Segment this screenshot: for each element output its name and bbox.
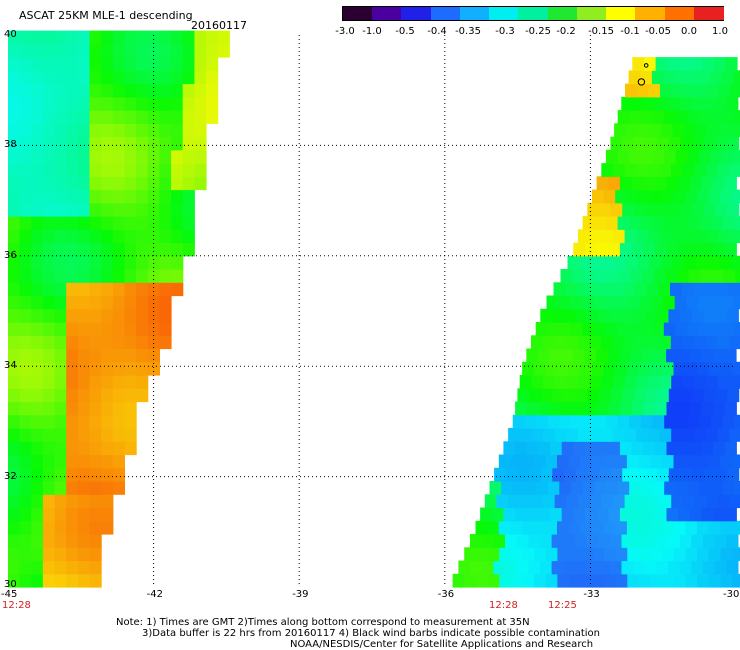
- colorbar-segment: [664, 7, 695, 20]
- colorbar-label: -0.25: [525, 26, 551, 37]
- colorbar-label: -0.1: [620, 26, 640, 37]
- note-line-2: 3)Data buffer is 22 hrs from 20160117 4)…: [142, 628, 600, 639]
- gridlines: [8, 35, 736, 587]
- colorbar-label: -0.35: [455, 26, 481, 37]
- colorbar-segment: [606, 7, 637, 20]
- colorbar-label: -0.4: [427, 26, 447, 37]
- note-line-3: NOAA/NESDIS/Center for Satellite Applica…: [290, 639, 594, 650]
- lon-tick-label: -39: [292, 589, 309, 600]
- chart-title: ASCAT 25KM MLE-1 descending: [19, 9, 193, 22]
- lat-tick-label: 32: [4, 470, 17, 482]
- swath-cells: [8, 30, 740, 588]
- colorbar-label: -0.05: [645, 26, 671, 37]
- time-label-1: 12:28: [2, 600, 31, 611]
- colorbar-segment: [343, 7, 374, 20]
- lat-tick-label: 38: [4, 139, 17, 151]
- note-line-1: Note: 1) Times are GMT 2)Times along bot…: [116, 617, 530, 628]
- colorbar-segment: [635, 7, 666, 20]
- lon-tick-label: -36: [437, 589, 455, 600]
- time-label-2: 12:28: [489, 600, 518, 611]
- colorbar-segment: [576, 7, 608, 20]
- colorbar: [342, 6, 725, 21]
- contamination-mark: [643, 63, 649, 68]
- lat-tick-label: 40: [4, 29, 17, 40]
- colorbar-segment: [459, 7, 491, 20]
- colorbar-label: 0.0: [681, 26, 697, 37]
- contamination-mark: [637, 78, 646, 86]
- colorbar-segment: [372, 7, 403, 20]
- lon-tick-label: -42: [146, 589, 163, 600]
- colorbar-label: 1.0: [712, 26, 728, 37]
- lat-tick-label: 30: [4, 579, 17, 590]
- lon-tick-label: -30: [723, 589, 740, 600]
- colorbar-label: -0.15: [588, 26, 614, 37]
- lon-tick-label: -33: [583, 589, 600, 600]
- colorbar-segment: [401, 7, 432, 20]
- colorbar-label: -3.0: [335, 26, 355, 37]
- colorbar-segment: [547, 7, 578, 20]
- colorbar-segment: [693, 7, 725, 20]
- colorbar-label: -1.0: [362, 26, 382, 37]
- colorbar-segment: [430, 7, 462, 20]
- time-label-3: 12:25: [548, 600, 577, 611]
- lat-tick-label: 36: [4, 249, 17, 261]
- colorbar-segment: [518, 7, 549, 20]
- lon-tick-label: -45: [1, 589, 18, 600]
- chart-date: 20160117: [191, 19, 247, 32]
- colorbar-segment: [489, 7, 520, 20]
- colorbar-label: -0.2: [556, 26, 576, 37]
- colorbar-label: -0.3: [495, 26, 515, 37]
- lat-tick-label: 34: [4, 360, 17, 372]
- colorbar-label: -0.5: [395, 26, 415, 37]
